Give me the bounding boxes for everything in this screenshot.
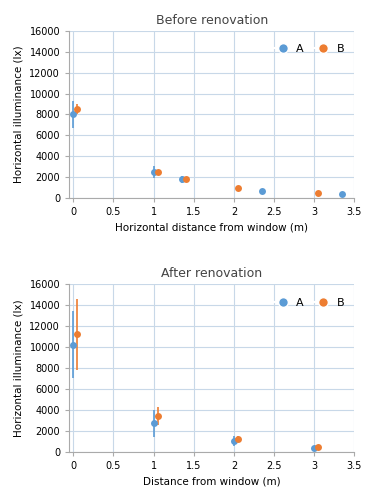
- Legend: A, B: A, B: [267, 40, 349, 58]
- Title: After renovation: After renovation: [161, 268, 262, 280]
- Y-axis label: Horizontal illuminance (lx): Horizontal illuminance (lx): [14, 46, 24, 184]
- Y-axis label: Horizontal illuminance (lx): Horizontal illuminance (lx): [14, 299, 24, 436]
- Legend: A, B: A, B: [267, 293, 349, 312]
- X-axis label: Distance from window (m): Distance from window (m): [143, 476, 280, 486]
- X-axis label: Horizontal distance from window (m): Horizontal distance from window (m): [115, 222, 308, 232]
- Title: Before renovation: Before renovation: [156, 14, 268, 27]
